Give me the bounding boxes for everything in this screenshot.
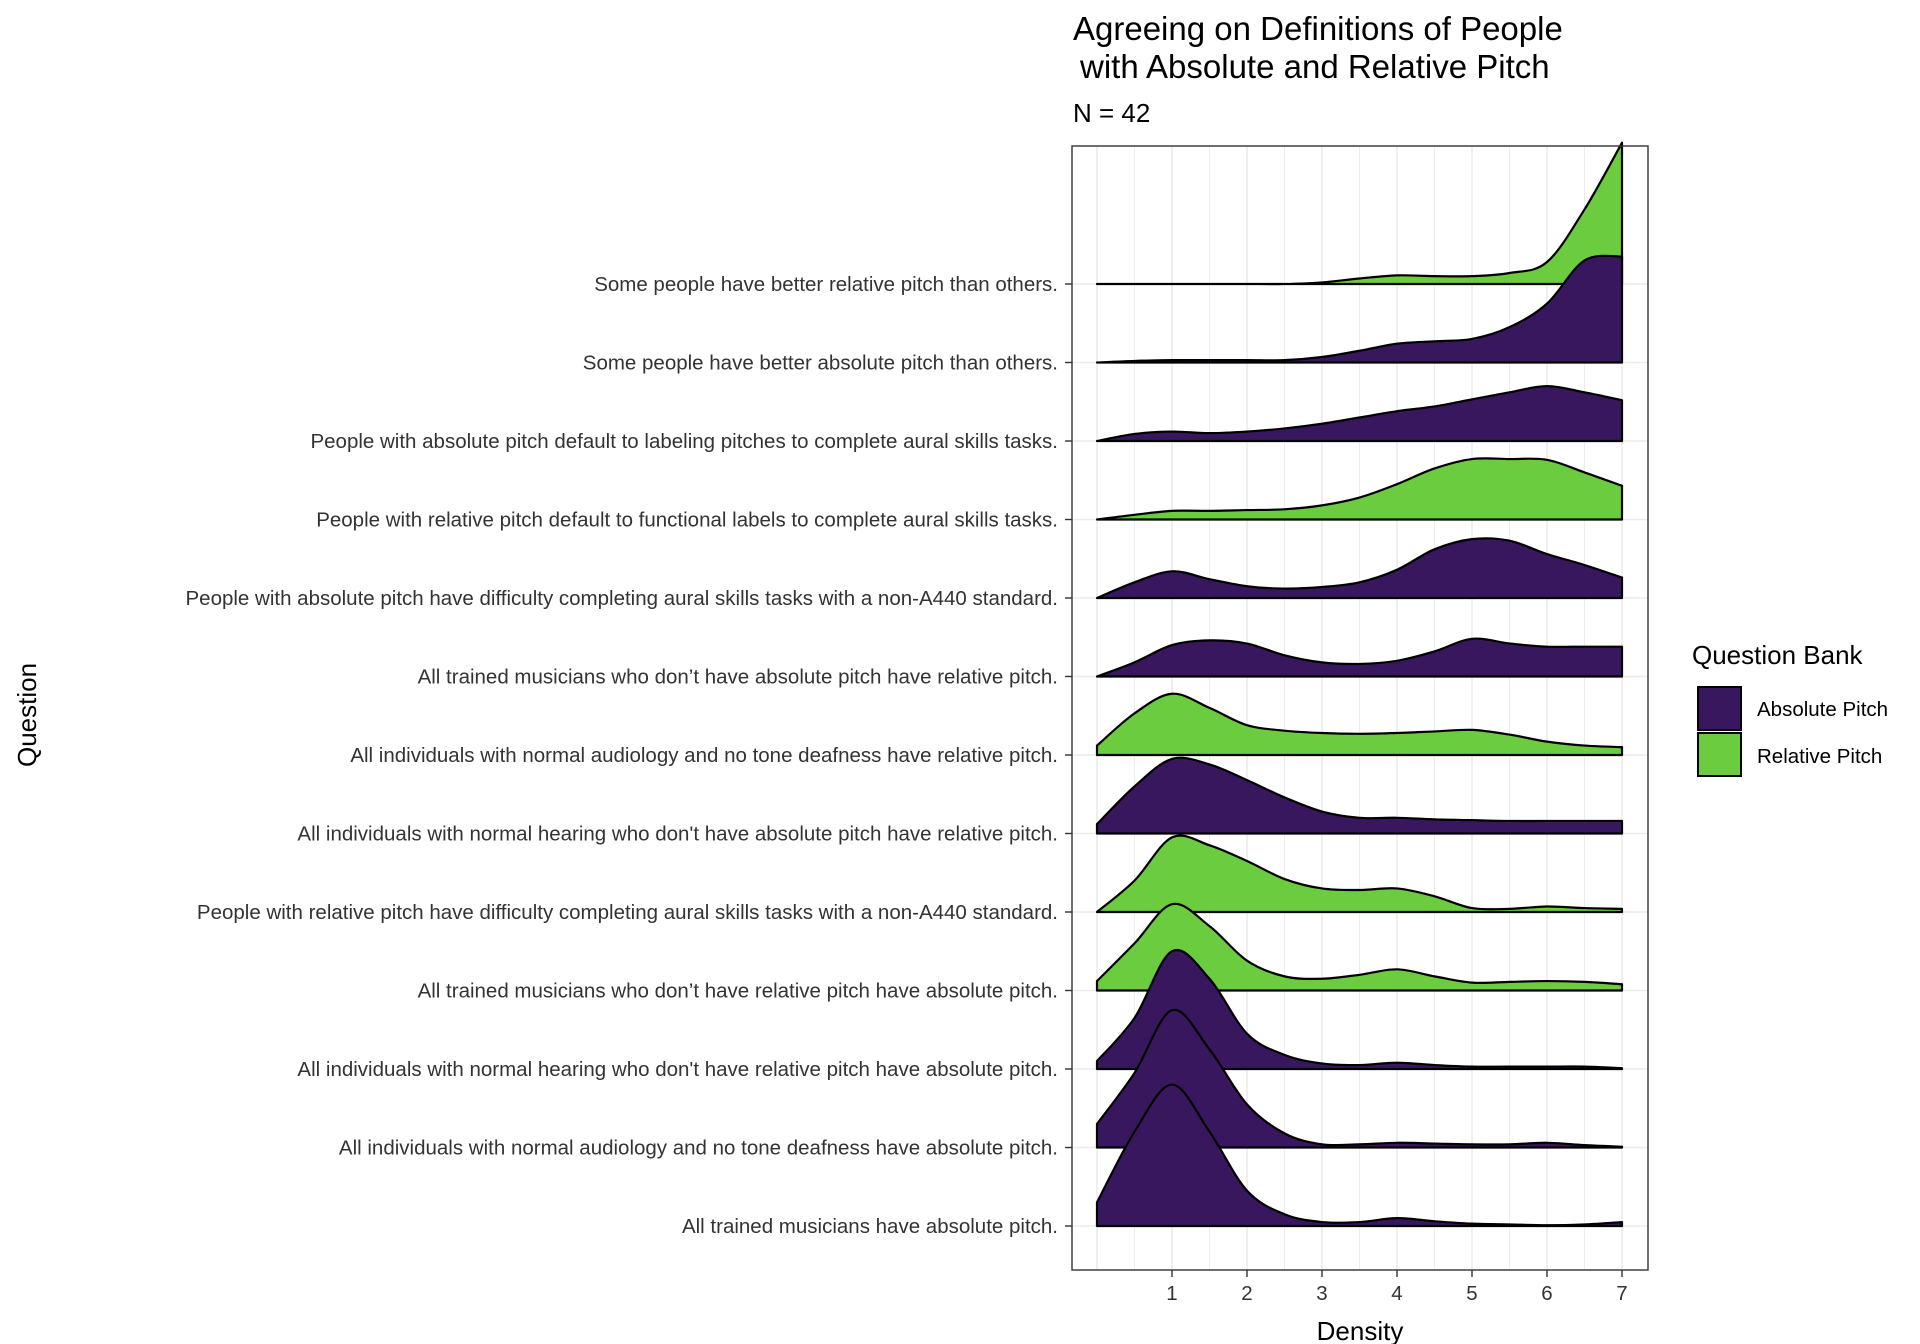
ridge-some-people-have-better-relative-pitch-than-others [1095,141,1624,286]
y-tick-label-all-individuals-with-normal-hearing-who-don-t-have-absolute-: All individuals with normal hearing who … [297,823,1058,846]
ridge-all-trained-musicians-have-absolute-pitch [1095,1083,1624,1228]
ridge-all-individuals-with-normal-audiology-and-no-tone-deafness-h [1095,1008,1624,1149]
legend-swatch-absolute-pitch [1697,686,1742,731]
x-tick-label: 1 [1166,1282,1177,1305]
y-axis-title: Question [12,663,42,767]
legend: Question Bank Absolute Pitch Relative Pi… [1692,640,1888,777]
x-tick-label: 7 [1616,1282,1627,1305]
y-tick-label-people-with-relative-pitch-have-difficulty-completing-aural-: People with relative pitch have difficul… [197,901,1058,924]
ridge-all-individuals-with-normal-audiology-and-no-tone-deafness-h [1095,692,1624,757]
ridge-some-people-have-better-absolute-pitch-than-others [1095,254,1624,364]
x-tick-label: 5 [1466,1282,1477,1305]
ridge-all-individuals-with-normal-hearing-who-don-t-have-absolute- [1095,756,1624,835]
x-axis-title: Density [1317,1316,1404,1344]
x-tick-label: 2 [1241,1282,1252,1305]
panel-border [1071,145,1649,1271]
x-axis-ticks: 1 2 3 4 5 6 7 [1166,1270,1628,1305]
chart-subtitle: N = 42 [1073,98,1150,128]
y-tick-label-some-people-have-better-relative-pitch-than-others: Some people have better relative pitch t… [594,273,1058,296]
legend-label-relative-pitch: Relative Pitch [1757,745,1882,768]
density-ridges [1095,141,1624,1228]
legend-swatch-relative-pitch [1697,732,1742,777]
x-tick-label: 4 [1391,1282,1402,1305]
ridge-people-with-relative-pitch-default-to-functional-labels-to-c [1095,457,1624,521]
ridge-all-trained-musicians-who-don-t-have-absolute-pitch-have-rel [1095,637,1624,678]
chart-title-line-1: Agreeing on Definitions of People [1073,10,1563,47]
y-tick-label-all-individuals-with-normal-audiology-and-no-tone-deafness-h: All individuals with normal audiology an… [339,1137,1058,1160]
y-tick-label-all-trained-musicians-have-absolute-pitch: All trained musicians have absolute pitc… [682,1215,1058,1238]
y-tick-label-people-with-absolute-pitch-default-to-labeling-pitches-to-co: People with absolute pitch default to la… [310,430,1058,453]
y-axis-ticks: Some people have better relative pitch t… [186,273,1072,1238]
y-tick-label-all-individuals-with-normal-hearing-who-don-t-have-relative-: All individuals with normal hearing who … [297,1058,1058,1081]
y-tick-label-all-individuals-with-normal-audiology-and-no-tone-deafness-h: All individuals with normal audiology an… [350,744,1058,767]
x-tick-label: 3 [1316,1282,1327,1305]
y-tick-label-people-with-relative-pitch-default-to-functional-labels-to-c: People with relative pitch default to fu… [316,509,1058,532]
ridge-all-trained-musicians-who-don-t-have-relative-pitch-have-abs [1095,902,1624,992]
y-tick-label-people-with-absolute-pitch-have-difficulty-completing-aural-: People with absolute pitch have difficul… [186,587,1059,610]
legend-title: Question Bank [1692,640,1864,670]
ridge-all-individuals-with-normal-hearing-who-don-t-have-relative- [1095,948,1624,1071]
legend-label-absolute-pitch: Absolute Pitch [1757,698,1888,721]
ridge-people-with-absolute-pitch-have-difficulty-completing-aural- [1095,537,1624,600]
y-tick-label-all-trained-musicians-who-don-t-have-absolute-pitch-have-rel: All trained musicians who don’t have abs… [418,666,1058,689]
y-tick-label-some-people-have-better-absolute-pitch-than-others: Some people have better absolute pitch t… [583,352,1058,375]
y-tick-label-all-trained-musicians-who-don-t-have-relative-pitch-have-abs: All trained musicians who don’t have rel… [418,980,1058,1003]
ridge-people-with-absolute-pitch-default-to-labeling-pitches-to-co [1095,384,1624,443]
chart-title-line-2: with Absolute and Relative Pitch [1079,48,1550,85]
ridge-people-with-relative-pitch-have-difficulty-completing-aural- [1095,834,1624,914]
x-tick-label: 6 [1541,1282,1552,1305]
